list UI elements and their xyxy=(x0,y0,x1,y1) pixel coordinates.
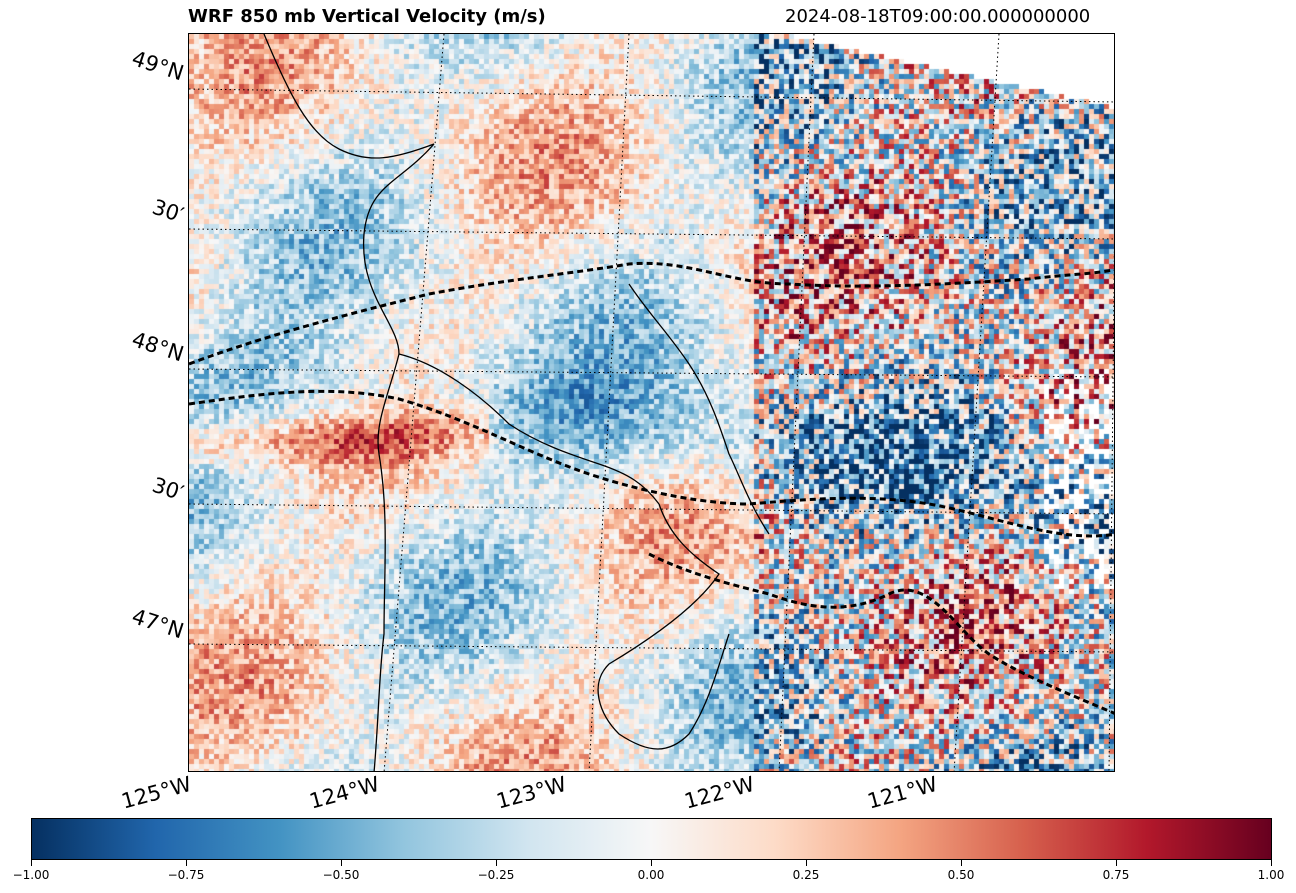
graticule-lon-124 xyxy=(383,34,445,771)
colorbar-tick xyxy=(31,860,32,866)
colorbar-tick xyxy=(961,860,962,866)
lon-label-125: 125°W xyxy=(118,771,195,814)
colorbar-tick xyxy=(186,860,187,866)
colorbar-tick xyxy=(651,860,652,866)
colorbar-tick xyxy=(1271,860,1272,866)
graticule-lat-47 xyxy=(189,643,1114,653)
lat-label-48-30: 30′ xyxy=(149,194,187,228)
vertical-velocity-field xyxy=(189,34,1114,771)
border-south xyxy=(648,552,1114,715)
graticule-lon-123 xyxy=(588,34,630,771)
graticule-lon-120 xyxy=(1108,239,1114,771)
coastline-puget xyxy=(597,503,730,750)
colorbar-tick xyxy=(1116,860,1117,866)
colorbar-tick-label: 1.00 xyxy=(1257,868,1285,882)
valid-time: 2024-08-18T09:00:00.000000000 xyxy=(785,6,1091,27)
graticule xyxy=(189,34,1114,771)
colorbar-tick-label: 0.50 xyxy=(947,868,975,882)
lon-label-123: 123°W xyxy=(493,771,570,814)
colorbar-tick-label: 0.00 xyxy=(637,868,665,882)
graticule-lat-49 xyxy=(189,88,1114,103)
political-boundaries xyxy=(189,261,1114,715)
graticule-lat-47-30 xyxy=(189,503,1114,515)
colorbar-tick xyxy=(496,860,497,866)
lat-label-48: 48°N xyxy=(128,327,187,367)
colorbar-tick-label: −0.25 xyxy=(477,868,515,882)
colorbar xyxy=(31,818,1272,860)
border-mid xyxy=(189,389,1114,538)
colorbar-tick-label: −0.50 xyxy=(322,868,360,882)
colorbar-tick-label: −1.00 xyxy=(12,868,50,882)
lon-label-124: 124°W xyxy=(306,771,383,814)
graticule-lat-48 xyxy=(189,368,1114,378)
graticule-lon-121 xyxy=(953,34,1000,771)
graticule-lon-122 xyxy=(778,34,815,771)
border-north xyxy=(189,261,1114,366)
coastline xyxy=(263,34,770,771)
plot-title: WRF 850 mb Vertical Velocity (m/s) xyxy=(188,6,546,27)
colorbar-tick xyxy=(806,860,807,866)
map-panel xyxy=(188,33,1115,772)
lat-label-47-30: 30′ xyxy=(149,472,187,506)
lon-label-121: 121°W xyxy=(864,771,941,814)
colorbar-tick-label: 0.25 xyxy=(792,868,820,882)
graticule-lat-48-30 xyxy=(189,228,1114,240)
lat-label-49: 49°N xyxy=(128,46,187,86)
coastline-strait xyxy=(398,353,660,505)
colorbar-tick-label: −0.75 xyxy=(167,868,205,882)
map-overlay xyxy=(189,34,1114,771)
lon-label-122: 122°W xyxy=(681,771,758,814)
colorbar-tick-label: 0.75 xyxy=(1102,868,1130,882)
coastline-west xyxy=(263,34,435,771)
lat-label-47: 47°N xyxy=(128,604,187,644)
coastline-inlet xyxy=(628,283,770,535)
colorbar-tick xyxy=(341,860,342,866)
